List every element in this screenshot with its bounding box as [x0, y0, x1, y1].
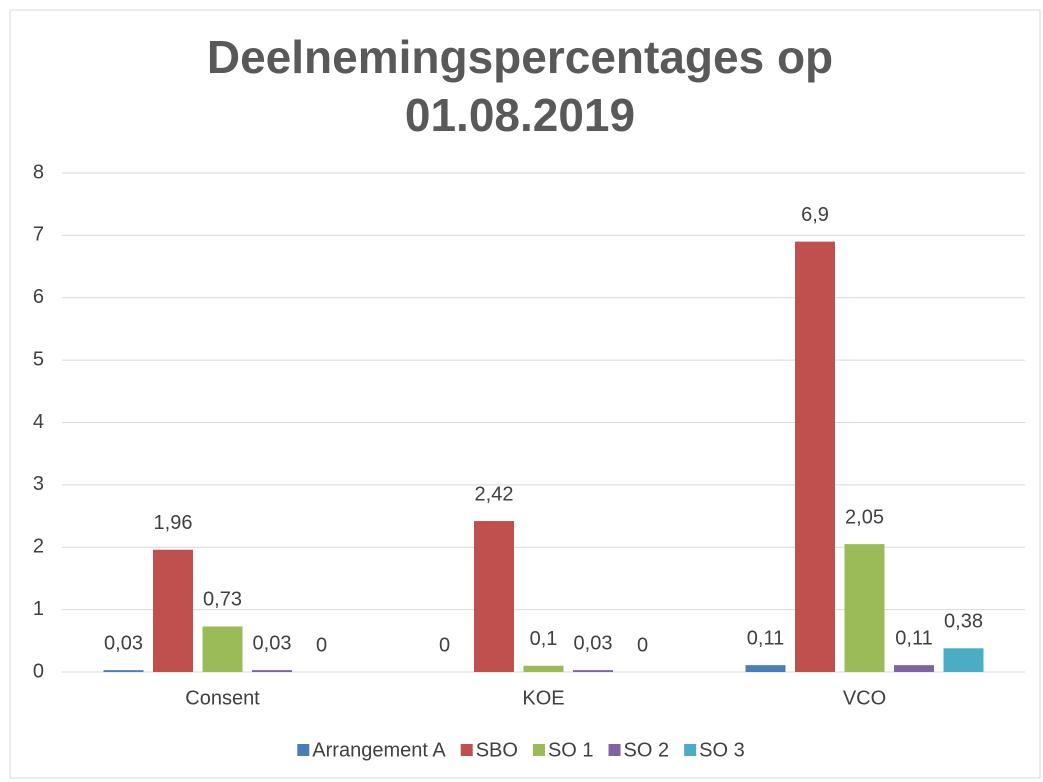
data-label: 0,11: [895, 627, 932, 649]
chart-title: Deelnemingspercentages op 01.08.2019: [206, 31, 834, 141]
legend-swatch: [532, 744, 545, 756]
bar: [795, 241, 835, 673]
y-tick-label: 7: [33, 224, 44, 246]
data-label: 0: [316, 634, 327, 656]
bar: [844, 544, 885, 672]
data-label: 0,03: [253, 632, 292, 654]
y-tick-label: 5: [33, 348, 44, 370]
legend-label: SO 3: [699, 739, 745, 761]
legend-swatch: [684, 744, 697, 756]
data-label: 0: [637, 634, 648, 656]
legend-swatch: [460, 744, 473, 756]
y-tick-label: 2: [33, 536, 44, 558]
y-tick-label: 8: [33, 161, 44, 183]
bar: [252, 670, 292, 672]
bar: [894, 665, 934, 672]
x-tick-label: VCO: [843, 687, 886, 709]
data-label: 0,38: [944, 611, 983, 633]
data-label: 2,42: [475, 483, 514, 505]
y-tick-label: 1: [33, 598, 44, 620]
y-tick-label: 4: [33, 411, 44, 433]
bar: [103, 670, 144, 672]
legend-swatch: [297, 744, 310, 756]
bar: [202, 626, 243, 672]
legend-label: SO 2: [624, 739, 670, 761]
data-label: 0,03: [574, 632, 613, 654]
data-label: 0,73: [203, 589, 242, 611]
data-label: 6,9: [801, 204, 829, 226]
bar: [573, 670, 613, 672]
bar: [474, 521, 514, 672]
bar: [745, 665, 786, 672]
x-tick-label: KOE: [522, 687, 564, 709]
legend-label: SBO: [476, 739, 518, 761]
data-label: 2,05: [845, 506, 884, 528]
y-tick-label: 0: [33, 660, 44, 682]
bar: [153, 549, 193, 672]
data-label: 0,11: [747, 627, 784, 649]
legend-label: SO 1: [548, 739, 594, 761]
data-label: 0,03: [104, 632, 143, 654]
legend-swatch: [608, 744, 621, 756]
data-label: 1,96: [154, 512, 193, 534]
y-tick-label: 3: [33, 473, 44, 495]
x-tick-label: Consent: [185, 687, 260, 709]
data-label: 0,1: [530, 628, 558, 650]
bar: [943, 648, 984, 672]
y-tick-label: 6: [33, 286, 44, 308]
legend-label: Arrangement A: [312, 739, 446, 761]
data-label: 0: [439, 634, 450, 656]
bar: [523, 665, 564, 672]
